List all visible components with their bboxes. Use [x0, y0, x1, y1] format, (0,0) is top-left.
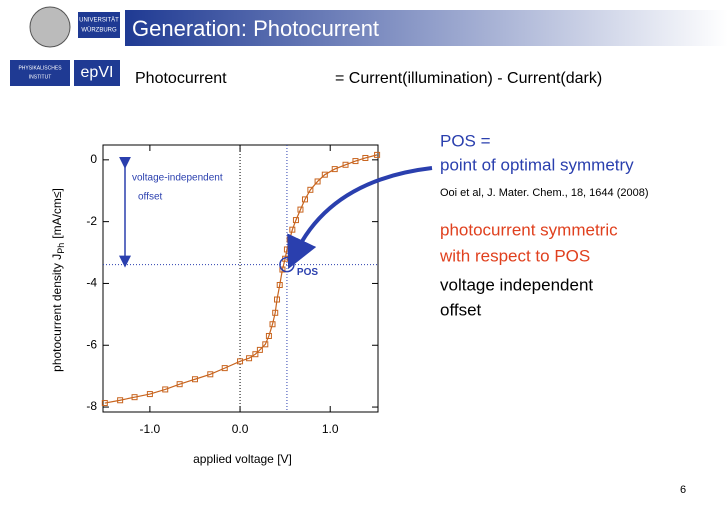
note: photocurrent symmetric — [440, 220, 618, 239]
equation: = Current(illumination) - Current(dark) — [335, 70, 602, 87]
note: POS = — [440, 131, 491, 150]
x-tick-label: 1.0 — [322, 422, 339, 436]
group-name: epVI — [81, 64, 114, 81]
x-tick-label: -1.0 — [140, 422, 161, 436]
y-axis-label-part: Ph — [56, 243, 66, 254]
group-logo — [74, 60, 120, 86]
data-point — [272, 309, 279, 316]
y-tick-label: -8 — [86, 399, 97, 413]
note: point of optimal symmetry — [440, 155, 634, 174]
note: voltage independent — [440, 275, 593, 294]
university-name: WÜRZBURG — [81, 27, 117, 34]
data-point — [342, 161, 349, 168]
data-point — [221, 365, 228, 372]
data-point — [314, 178, 321, 185]
data-point — [207, 371, 214, 378]
data-point — [269, 321, 276, 328]
university-logo — [78, 12, 120, 38]
annotation: offset — [138, 192, 162, 203]
note: with respect to POS — [439, 246, 590, 265]
data-point — [279, 266, 286, 273]
data-point — [301, 196, 308, 203]
y-tick-label: -6 — [86, 337, 97, 351]
data-point — [131, 394, 138, 401]
pos-arrow — [287, 166, 433, 270]
data-point — [101, 400, 108, 407]
title-bar — [125, 10, 728, 46]
y-tick-label: -4 — [86, 276, 97, 290]
data-point — [352, 158, 359, 165]
institute-logo — [10, 60, 70, 86]
y-tick-label: 0 — [90, 152, 97, 166]
y-tick-label: -2 — [86, 214, 97, 228]
data-point — [117, 397, 124, 404]
y-axis-label-part: [mA/cm≤] — [50, 188, 64, 239]
data-point — [276, 281, 283, 288]
annotation: voltage-independent — [132, 173, 223, 184]
data-point — [321, 171, 328, 178]
note: offset — [440, 300, 482, 319]
data-point — [331, 166, 338, 173]
data-point — [256, 346, 263, 353]
data-point — [362, 154, 369, 161]
university-name: UNIVERSITÄT — [79, 17, 119, 24]
pos-label: POS — [297, 267, 318, 278]
data-point — [176, 381, 183, 388]
x-axis-label: applied voltage [V] — [193, 452, 292, 466]
plot-frame — [102, 144, 379, 413]
data-point — [237, 358, 244, 365]
data-point — [162, 386, 169, 393]
data-point — [374, 151, 381, 158]
note: Ooi et al, J. Mater. Chem., 18, 1644 (20… — [440, 187, 649, 199]
subtitle: Photocurrent — [135, 70, 227, 87]
data-point — [307, 186, 314, 193]
university-seal — [29, 6, 71, 48]
institute-name: INSTITUT — [29, 74, 52, 80]
data-point — [246, 355, 253, 362]
data-point — [146, 391, 153, 398]
data-point — [289, 226, 296, 233]
x-tick-label: 0.0 — [232, 422, 249, 436]
y-axis-label-part: photocurrent density J — [50, 254, 64, 372]
data-point — [292, 217, 299, 224]
slide-title: Generation: Photocurrent — [132, 16, 379, 41]
y-axis-label: photocurrent density JPh [mA/cm≤] — [50, 188, 66, 372]
data-point — [265, 332, 272, 339]
data-point — [191, 376, 198, 383]
data-point — [274, 296, 281, 303]
data-point — [262, 341, 269, 348]
data-point — [297, 206, 304, 213]
institute-name: PHYSIKALISCHES — [18, 65, 62, 71]
page-number: 6 — [680, 484, 686, 496]
data-point — [252, 351, 259, 358]
